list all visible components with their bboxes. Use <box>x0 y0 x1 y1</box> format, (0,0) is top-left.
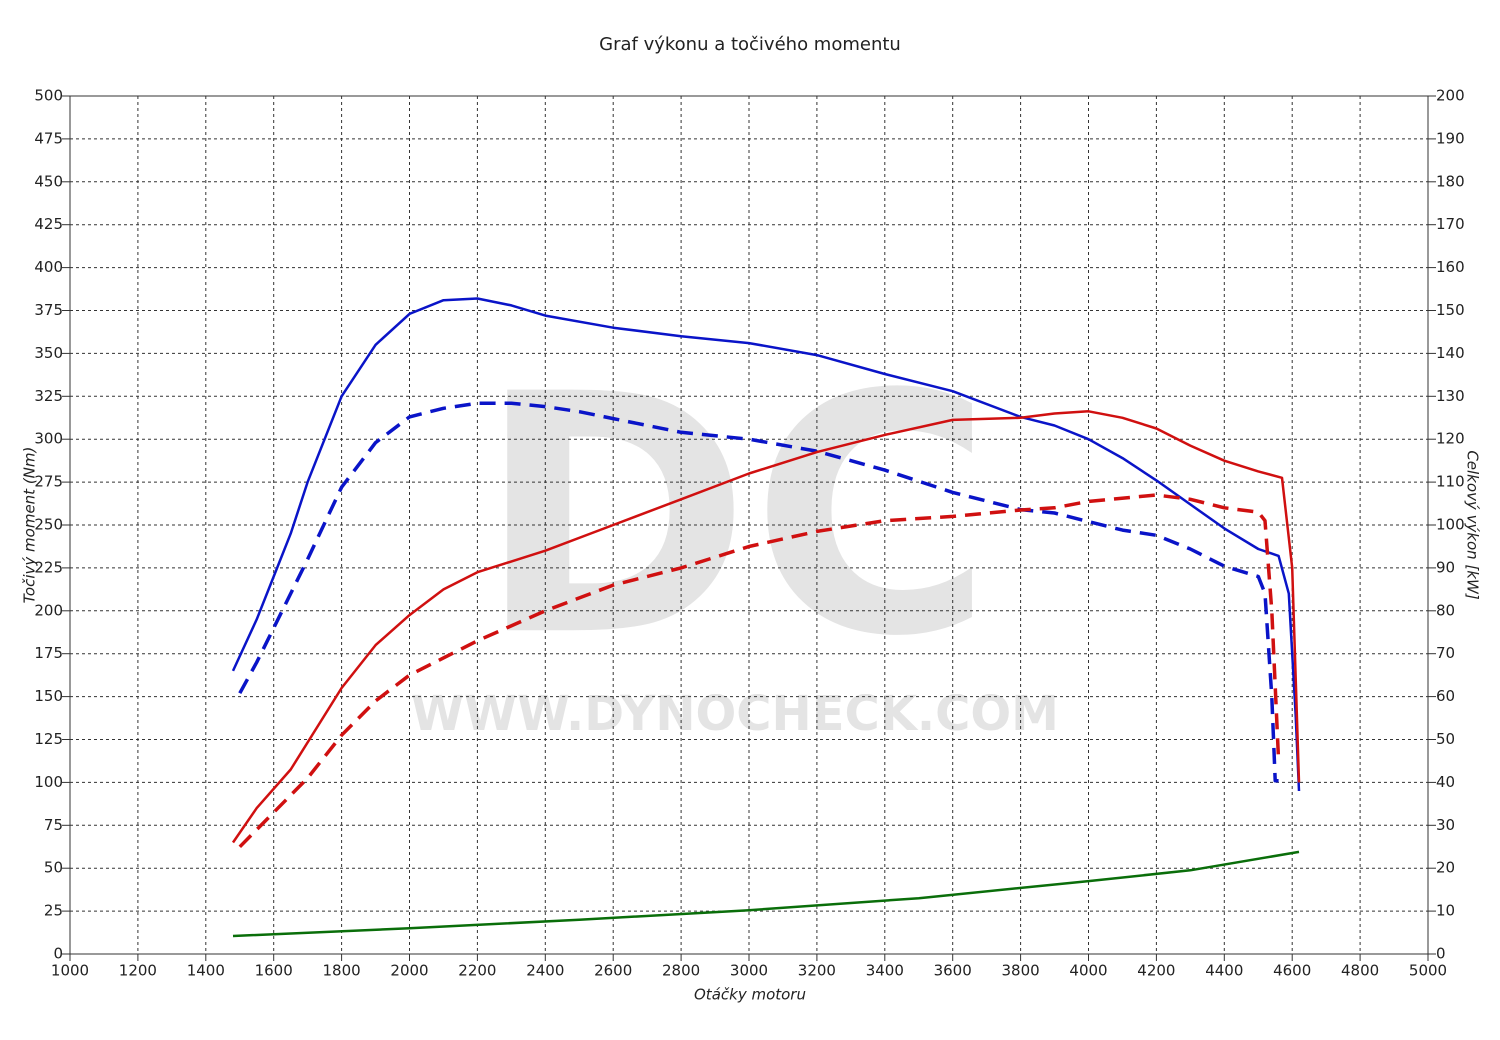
y-tick-label: 325 <box>34 387 63 405</box>
y2-tick-label: 10 <box>1436 902 1455 920</box>
y2-tick-label: 100 <box>1436 516 1465 534</box>
y2-tick-label: 140 <box>1436 344 1465 362</box>
x-tick-label: 3800 <box>1002 962 1040 980</box>
y2-tick-label: 200 <box>1436 87 1465 105</box>
y-tick-label: 250 <box>34 516 63 534</box>
series-line <box>232 850 1300 938</box>
y2-tick-label: 70 <box>1436 644 1455 662</box>
x-tick-label: 2000 <box>390 962 428 980</box>
x-tick-label: 4600 <box>1273 962 1311 980</box>
x-tick-label: 1600 <box>255 962 293 980</box>
y2-tick-label: 90 <box>1436 558 1455 576</box>
y2-tick-label: 110 <box>1436 473 1465 491</box>
y-tick-label: 75 <box>44 816 63 834</box>
x-axis-label: Otáčky motoru <box>694 986 806 1004</box>
series-line <box>231 410 1301 844</box>
y2-tick-label: 170 <box>1436 215 1465 233</box>
series-line <box>238 493 1281 849</box>
y-tick-label: 300 <box>34 430 63 448</box>
y2-axis-label: Celkový výkon [kW] <box>1464 450 1482 600</box>
y-tick-label: 375 <box>34 301 63 319</box>
x-tick-label: 4400 <box>1205 962 1243 980</box>
y-tick-label: 225 <box>34 558 63 576</box>
y-tick-label: 50 <box>44 859 63 877</box>
y-tick-label: 200 <box>34 601 63 619</box>
y2-tick-label: 160 <box>1436 258 1465 276</box>
series-line <box>231 297 1301 792</box>
x-tick-label: 1000 <box>51 962 89 980</box>
plot-frame <box>69 95 1429 955</box>
y-tick-label: 25 <box>44 902 63 920</box>
y-tick-label: 475 <box>34 129 63 147</box>
x-tick-label: 2200 <box>458 962 496 980</box>
y-tick-label: 450 <box>34 172 63 190</box>
x-tick-label: 4800 <box>1341 962 1379 980</box>
y2-tick-label: 50 <box>1436 730 1455 748</box>
x-tick-label: 1200 <box>119 962 157 980</box>
x-tick-label: 3000 <box>730 962 768 980</box>
y2-tick-label: 30 <box>1436 816 1455 834</box>
chart-title: Graf výkonu a točivého momentu <box>599 34 901 55</box>
x-tick-label: 2600 <box>594 962 632 980</box>
y-tick-label: 125 <box>34 730 63 748</box>
y-tick-label: 150 <box>34 687 63 705</box>
y2-tick-label: 0 <box>1436 945 1446 963</box>
x-tick-label: 4200 <box>1137 962 1175 980</box>
series-line <box>238 401 1279 783</box>
y2-tick-label: 130 <box>1436 387 1465 405</box>
y-tick-label: 100 <box>34 773 63 791</box>
x-tick-label: 4000 <box>1069 962 1107 980</box>
y2-tick-label: 60 <box>1436 687 1455 705</box>
x-tick-label: 2800 <box>662 962 700 980</box>
y2-tick-label: 20 <box>1436 859 1455 877</box>
x-tick-label: 1800 <box>323 962 361 980</box>
watermark: WWW.DYNOCHECK.COM <box>411 686 1059 742</box>
x-tick-label: 3600 <box>934 962 972 980</box>
y-tick-label: 425 <box>34 215 63 233</box>
y-tick-label: 500 <box>34 87 63 105</box>
x-tick-label: 1400 <box>187 962 225 980</box>
y2-tick-label: 190 <box>1436 129 1465 147</box>
y2-tick-label: 80 <box>1436 601 1455 619</box>
x-tick-label: 3400 <box>866 962 904 980</box>
x-tick-label: 5000 <box>1409 962 1447 980</box>
watermark: DC <box>477 324 993 708</box>
y2-tick-label: 120 <box>1436 430 1465 448</box>
y-tick-label: 350 <box>34 344 63 362</box>
x-tick-label: 3200 <box>798 962 836 980</box>
x-tick-label: 2400 <box>526 962 564 980</box>
y-tick-label: 400 <box>34 258 63 276</box>
y2-tick-label: 150 <box>1436 301 1465 319</box>
y2-tick-label: 40 <box>1436 773 1455 791</box>
y-tick-label: 275 <box>34 473 63 491</box>
y-tick-label: 0 <box>53 945 63 963</box>
y-axis-label: Točivý moment (Nm) <box>21 447 39 604</box>
y2-tick-label: 180 <box>1436 172 1465 190</box>
y-tick-label: 175 <box>34 644 63 662</box>
